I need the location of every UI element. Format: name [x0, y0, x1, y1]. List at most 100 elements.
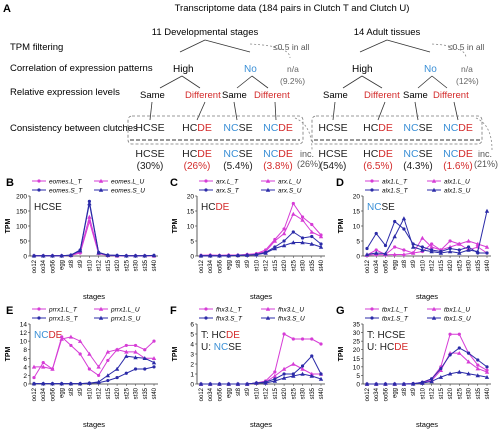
data-point	[420, 245, 424, 249]
data-point	[310, 354, 314, 358]
data-point	[447, 249, 453, 254]
legend-marker	[98, 306, 104, 311]
y-axis-label: TPM	[5, 218, 12, 233]
x-tick-label: oo56	[217, 259, 223, 273]
data-point	[318, 244, 324, 249]
legend-marker	[431, 306, 437, 311]
data-point	[281, 366, 287, 371]
data-point	[59, 381, 64, 386]
data-point	[484, 369, 490, 374]
x-tick-label: egg	[227, 388, 233, 398]
x-tick-label: st20	[282, 259, 288, 271]
dev-category-0: HCSE	[135, 122, 164, 134]
series-eomes.L_U	[31, 214, 157, 258]
data-point	[254, 252, 259, 257]
legend-marker	[431, 178, 437, 183]
adult-consistency-box	[311, 115, 483, 145]
legend-item: fhx3.L_T	[199, 307, 242, 314]
data-point	[457, 350, 462, 355]
data-point	[438, 250, 444, 255]
legend-item: alx1.L_T	[365, 179, 408, 186]
legend-item: eomes.S_U	[94, 188, 145, 195]
data-point	[438, 374, 444, 379]
data-point	[300, 371, 305, 376]
data-point	[291, 240, 296, 245]
legend-marker	[204, 179, 208, 183]
data-point	[457, 369, 462, 374]
data-point	[124, 371, 128, 375]
panel-letter-e: E	[6, 305, 13, 317]
data-point	[208, 381, 213, 386]
data-point	[217, 253, 222, 258]
panel-a-letter: A	[3, 3, 11, 15]
data-point	[272, 238, 278, 243]
y-axis-label: TPM	[338, 218, 345, 233]
series-line	[34, 336, 154, 370]
y-tick-label: 25	[353, 339, 361, 346]
data-point	[68, 381, 74, 386]
data-point	[448, 332, 452, 336]
x-tick-label: oo12	[199, 259, 205, 273]
legend-label: fhx3.L_T	[216, 307, 242, 314]
data-point	[41, 253, 46, 258]
dev-category-2-pct: (5.4%)	[223, 161, 252, 172]
panel-letter-c: C	[170, 177, 178, 189]
data-point	[198, 381, 204, 386]
x-tick-label: st20	[115, 259, 121, 271]
x-tick-label: st12	[430, 259, 436, 271]
adult-na-pct: (12%)	[456, 76, 479, 86]
data-point	[68, 252, 74, 257]
x-tick-label: st15	[439, 259, 445, 271]
data-point	[226, 381, 231, 386]
panel-letter-g: G	[336, 305, 345, 317]
x-tick-label: st15	[273, 387, 279, 399]
dev-inc: inc.	[300, 149, 314, 159]
dev-category-0-pct: (30%)	[137, 161, 164, 172]
y-tick-label: 0	[356, 382, 360, 389]
data-point	[466, 359, 471, 364]
series-line	[34, 215, 154, 257]
data-point	[152, 365, 156, 369]
legend-label: tbx1.S_T	[382, 316, 409, 323]
dev-category-3-repeat: NCDE	[263, 148, 293, 160]
data-point	[383, 381, 388, 386]
y-tick-label: 2	[190, 362, 194, 369]
x-tick-label: st9	[245, 387, 251, 396]
y-tick-label: 0	[23, 254, 27, 261]
legend-marker	[37, 316, 41, 320]
legend-item: tbx1.S_T	[365, 316, 409, 323]
adult-category-2: NCSE	[403, 122, 432, 134]
data-point	[475, 249, 480, 254]
series-line	[201, 242, 322, 257]
data-point	[59, 253, 64, 258]
data-point	[50, 381, 55, 386]
data-point	[310, 222, 314, 227]
x-tick-label: st35	[143, 259, 149, 271]
data-point	[143, 348, 147, 352]
y-axis-label: TPM	[5, 346, 12, 361]
x-tick-label: oo12	[365, 387, 371, 401]
x-axis-label: stages	[250, 420, 272, 429]
data-point	[235, 253, 241, 258]
data-point	[115, 375, 119, 380]
x-tick-label: st35	[310, 387, 316, 399]
data-point	[198, 253, 204, 258]
legend-label: alx1.L_T	[382, 179, 408, 186]
data-point	[475, 373, 480, 378]
legend-marker	[265, 315, 271, 320]
data-point	[457, 346, 461, 350]
data-point	[217, 381, 222, 386]
data-point	[410, 250, 416, 255]
y-tick-label: 2	[23, 373, 27, 380]
y-tick-label: 200	[16, 194, 27, 201]
x-tick-label: st25	[124, 259, 130, 271]
y-tick-label: 4	[23, 364, 27, 371]
x-tick-label: st30	[134, 259, 140, 271]
x-tick-label: oo12	[199, 387, 205, 401]
x-tick-label: st10	[420, 387, 426, 399]
y-tick-label: 10	[187, 224, 195, 231]
data-point	[41, 364, 46, 369]
